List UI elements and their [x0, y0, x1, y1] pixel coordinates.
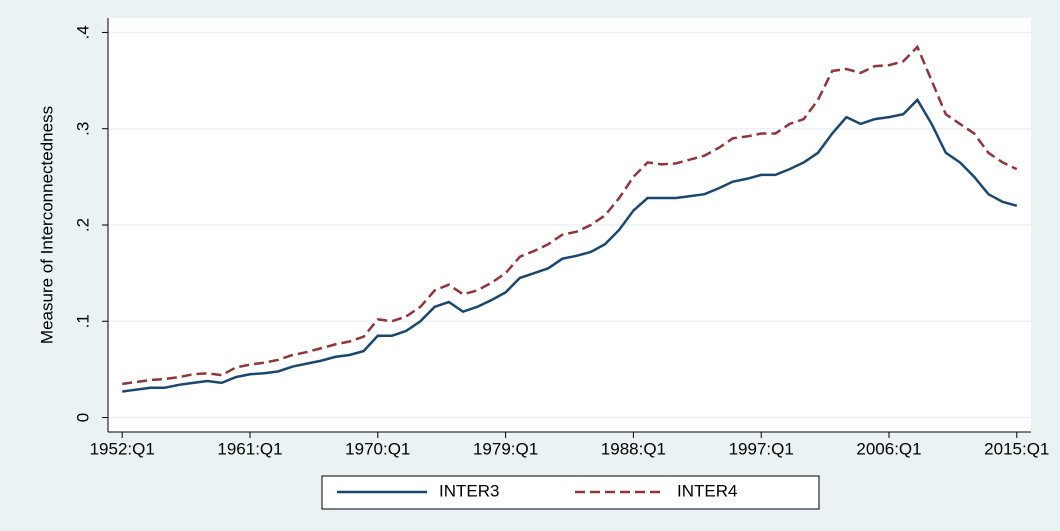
x-tick-label: 2006:Q1	[856, 439, 921, 458]
x-tick-label: 1961:Q1	[217, 439, 282, 458]
x-tick-label: 1979:Q1	[473, 439, 538, 458]
y-axis-title: Measure of Interconnectedness	[37, 106, 56, 344]
y-tick-label: .1	[73, 314, 92, 328]
legend-label: INTER3	[439, 481, 499, 500]
y-tick-label: .2	[73, 218, 92, 232]
series-line	[122, 44, 1018, 386]
x-tick-label: 1952:Q1	[90, 439, 155, 458]
y-tick-label: .4	[73, 25, 92, 39]
x-tick-label: 1970:Q1	[345, 439, 410, 458]
y-tick-label: .3	[73, 122, 92, 136]
x-tick-label: 1997:Q1	[729, 439, 794, 458]
y-tick-label: 0	[73, 413, 92, 422]
series-line	[122, 97, 1018, 393]
legend-label: INTER4	[677, 481, 737, 500]
x-tick-label: 2015:Q1	[984, 439, 1049, 458]
x-tick-label: 1988:Q1	[601, 439, 666, 458]
